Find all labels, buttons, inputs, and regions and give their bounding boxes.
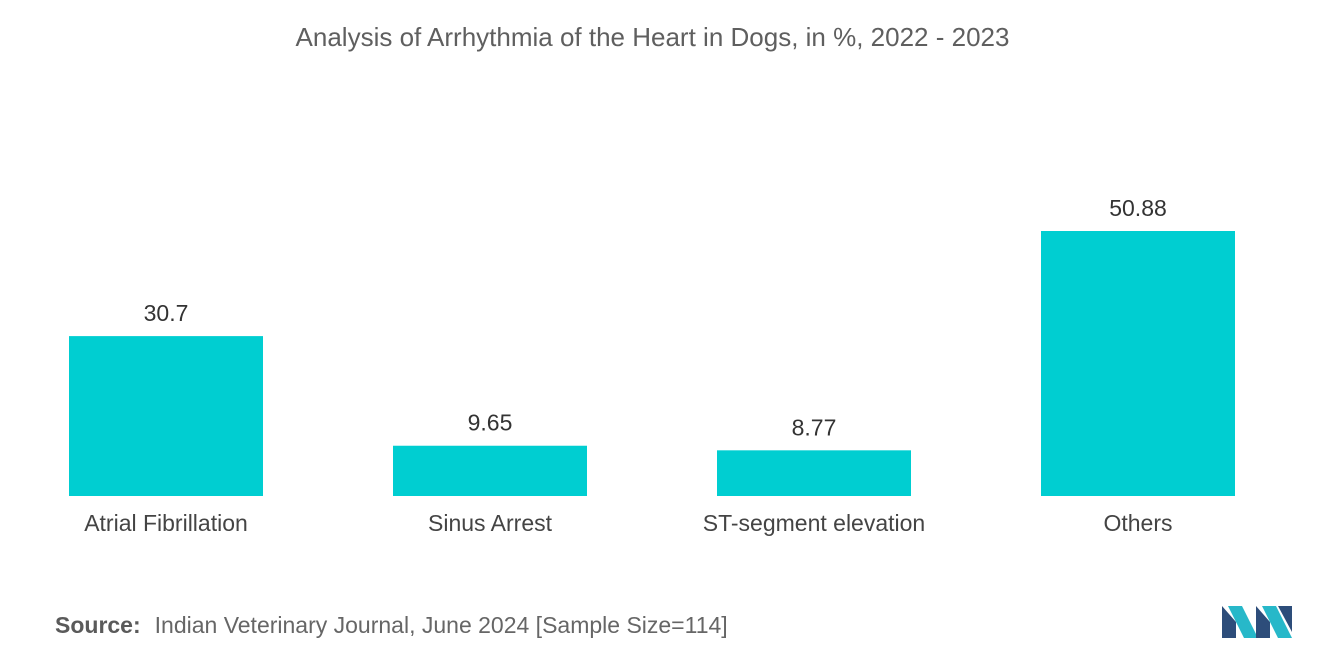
bar-st-segment-elevation [717,450,911,496]
bar-sinus-arrest [393,445,587,496]
value-label-atrial-fibrillation: 30.7 [144,300,189,326]
source-label: Source: [55,612,141,638]
bars-group [69,231,1235,496]
category-label-sinus-arrest: Sinus Arrest [428,510,553,536]
bar-atrial-fibrillation [69,336,263,496]
category-label-others: Others [1103,510,1172,536]
source-note: Source: Indian Veterinary Journal, June 2… [55,612,728,639]
category-labels-group: Atrial Fibrillation Sinus Arrest ST-segmen… [84,510,1172,536]
source-text: Indian Veterinary Journal, June 2024 [Sa… [154,612,728,638]
category-label-st-segment-elevation: ST-segment elevation [703,510,925,536]
value-label-st-segment-elevation: 8.77 [792,414,837,440]
chart-title: Analysis of Arrhythmia of the Heart in D… [295,22,1010,52]
bar-others [1041,231,1235,496]
mordor-logo-icon [1222,606,1292,638]
value-label-others: 50.88 [1109,195,1167,221]
category-label-atrial-fibrillation: Atrial Fibrillation [84,510,248,536]
value-labels-group: 30.7 9.65 8.77 50.88 [144,195,1167,440]
bar-chart: 30.7 9.65 8.77 50.88 Atrial Fibrillation Sin… [69,195,1235,536]
value-label-sinus-arrest: 9.65 [468,410,513,436]
